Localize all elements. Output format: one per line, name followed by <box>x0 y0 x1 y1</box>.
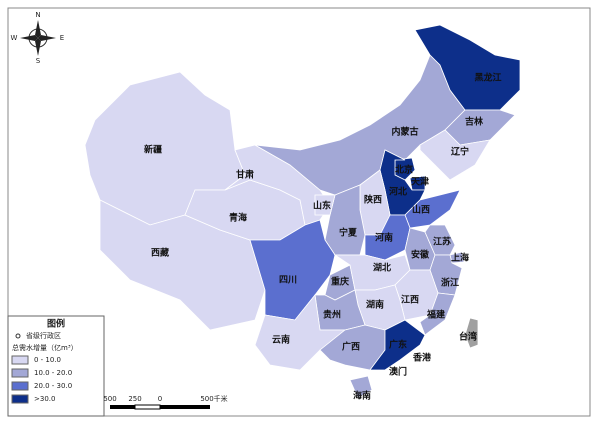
province-label: 安徽 <box>411 249 430 261</box>
legend-capital: 省级行政区 <box>26 331 61 340</box>
compass-s: S <box>36 57 41 65</box>
province-shape <box>249 219 336 321</box>
province-shape <box>99 199 266 331</box>
scale-label: 500千米 <box>200 394 227 403</box>
legend-heading: 总需水增量（亿m³） <box>12 343 78 352</box>
province-label: 重庆 <box>331 276 349 288</box>
province-label: 江苏 <box>433 236 451 248</box>
province-label: 辽宁 <box>451 146 469 158</box>
province-label: 天津 <box>411 176 429 188</box>
province-label: 河南 <box>375 232 393 244</box>
province-label: 台湾 <box>459 331 477 343</box>
province-shape <box>349 375 373 399</box>
province-label: 青海 <box>229 212 247 224</box>
legend: 图例 省级行政区 总需水增量（亿m³） 0 - 10.0 10.0 - 20.0 2… <box>7 315 105 417</box>
province-shape <box>419 129 491 181</box>
scale-label: 250 <box>128 395 141 403</box>
province-label: 广东 <box>389 339 407 351</box>
province-label: 福建 <box>426 309 446 321</box>
province-label: 山东 <box>313 200 331 212</box>
province-shape <box>464 317 479 349</box>
legend-label: 20.0 - 30.0 <box>34 382 72 390</box>
province-label: 河北 <box>389 186 407 198</box>
province-label: 四川 <box>279 275 297 286</box>
province-label: 贵州 <box>323 309 341 321</box>
legend-label: 0 - 10.0 <box>34 356 61 364</box>
province-label: 内蒙古 <box>391 126 418 138</box>
province-label: 广西 <box>342 341 360 353</box>
province-shape <box>314 194 336 216</box>
province-label: 陕西 <box>364 194 382 206</box>
legend-swatch <box>11 368 29 378</box>
scale-label: 0 <box>158 395 162 403</box>
province-shape <box>414 24 521 111</box>
province-label: 宁夏 <box>339 227 358 239</box>
province-label: 西藏 <box>151 247 169 259</box>
province-label: 湖北 <box>373 262 391 274</box>
scale-label: 500 <box>103 395 116 403</box>
province-label: 甘肃 <box>236 169 254 181</box>
province-label: 海南 <box>353 390 371 402</box>
compass-w: W <box>11 34 18 42</box>
province-label: 黑龙江 <box>474 72 501 84</box>
province-label: 山西 <box>412 204 430 216</box>
legend-title: 图例 <box>47 318 65 330</box>
legend-label: >30.0 <box>34 395 55 403</box>
province-label: 云南 <box>272 334 290 346</box>
legend-swatch <box>11 381 29 391</box>
province-label: 新疆 <box>144 144 162 156</box>
province-label: 湖南 <box>366 299 384 311</box>
province-label: 江西 <box>401 294 419 306</box>
legend-label: 10.0 - 20.0 <box>34 369 72 377</box>
legend-swatch <box>11 355 29 365</box>
province-label: 北京 <box>395 164 413 176</box>
legend-swatch <box>11 394 29 404</box>
province-label: 吉林 <box>465 116 484 128</box>
province-label: 浙江 <box>441 277 459 289</box>
compass-e: E <box>60 34 64 42</box>
province-shape <box>404 189 461 229</box>
province-label: 香港 <box>412 352 432 364</box>
provinces <box>84 24 521 399</box>
scale-bar: 500 250 0 500千米 <box>103 394 228 410</box>
province-label: 澳门 <box>389 366 407 378</box>
compass: N S W E <box>11 11 65 65</box>
province-shape <box>369 319 426 371</box>
compass-n: N <box>35 11 40 19</box>
province-label: 上海 <box>451 252 469 264</box>
